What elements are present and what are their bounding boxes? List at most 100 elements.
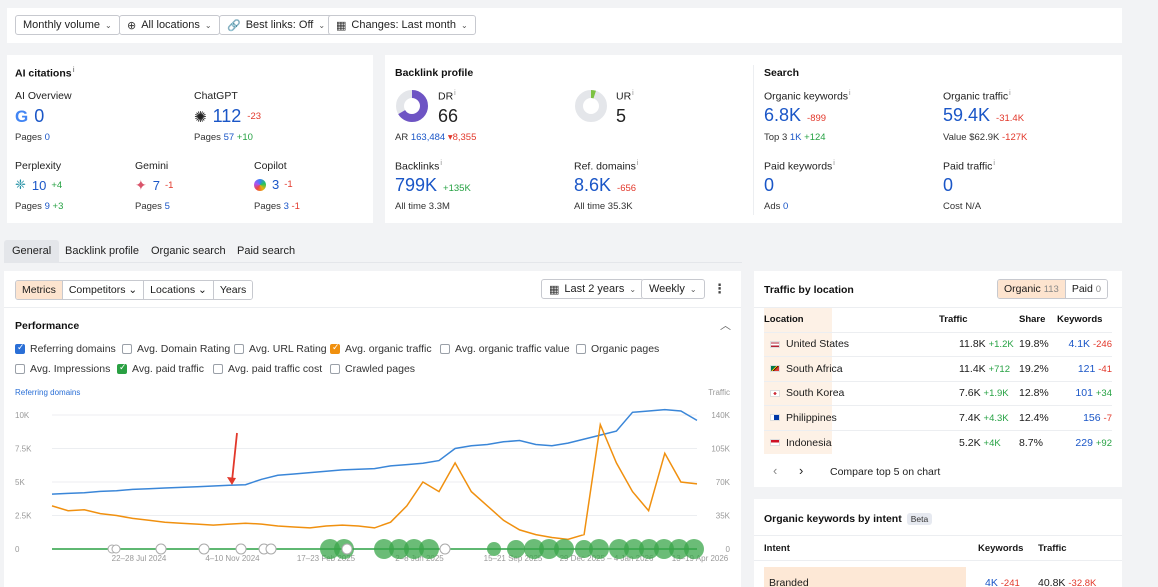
tab-paid-search[interactable]: Paid search [237,245,296,257]
table-row[interactable]: South Korea 7.6K +1.9K 12.8% 101 +34 [764,380,1112,406]
country-name[interactable]: Philippines [786,411,837,424]
cost-value: N/A [965,201,982,212]
best-links-dropdown[interactable]: 🔗 Best links: Off ⌄ [219,15,334,35]
info-icon[interactable]: i [636,160,639,167]
copilot-pages[interactable]: 3 [283,201,289,212]
table-row[interactable]: Philippines 7.4K +4.3K 12.4% 156 -7 [764,405,1112,430]
perplexity-value[interactable]: 10 [31,177,47,193]
paid-keywords-label: Paid keywordsi [764,160,835,173]
intent-title: Organic keywords by intent [764,513,902,525]
ads-value[interactable]: 0 [783,201,789,212]
paid-toggle[interactable]: Paid 0 [1064,280,1108,298]
keywords-cell: 156 -7 [1057,405,1112,430]
flag-icon [770,365,780,373]
checkbox-avg-paid-traffic[interactable]: Avg. paid traffic [117,362,204,375]
perplexity-pages[interactable]: 9 [44,201,50,212]
top3-value[interactable]: 1K [789,132,802,143]
annotation-marker [320,539,340,559]
more-options-icon[interactable]: ⋮ [713,281,726,296]
checkbox-box[interactable] [15,364,25,374]
organic-traffic-value[interactable]: 59.4K [943,105,991,125]
info-icon[interactable]: i [72,67,75,74]
checkbox-box[interactable] [122,344,132,354]
paid-traffic-value[interactable]: 0 [943,175,954,195]
segment-competitors[interactable]: Competitors ⌄ [61,281,144,299]
right-tick-label: 105K [711,445,730,454]
gemini-value[interactable]: 7 [152,178,160,193]
chatgpt-value[interactable]: 112 [212,106,242,126]
row-divider [754,560,1122,561]
ai-overview-value[interactable]: 0 [34,106,45,126]
info-icon[interactable]: i [1009,90,1011,97]
interval-dropdown[interactable]: Weekly ⌄ [641,279,705,299]
right-tick-label: 35K [716,512,731,521]
checkbox-box[interactable] [234,344,244,354]
checkbox-box[interactable] [576,344,586,354]
compare-top5-link[interactable]: Compare top 5 on chart [830,466,941,478]
checkbox-crawled-pages[interactable]: Crawled pages [330,363,415,375]
info-icon[interactable]: i [833,160,835,167]
info-icon[interactable]: i [454,90,456,97]
annotation-marker [539,539,559,559]
checkbox-box[interactable] [213,364,223,374]
x-tick-label: 15–21 Sep 2025 [484,554,543,563]
organic-toggle[interactable]: Organic 113 [998,280,1065,298]
organic-keywords-value[interactable]: 6.8K [764,105,802,125]
country-name[interactable]: South Africa [786,362,843,375]
annotation-marker [589,539,609,559]
paid-keywords-value[interactable]: 0 [764,175,775,195]
location-table: Location Traffic Share Keywords United S… [764,308,1112,455]
country-name[interactable]: United States [786,338,850,351]
tab-organic-search[interactable]: Organic search [151,245,226,257]
collapse-chevron-icon[interactable]: ︿ [720,320,731,332]
ar-value[interactable]: 163,484 [410,132,446,143]
ai-overview-pages[interactable]: 0 [44,132,50,143]
checkbox-avg-organic-traffic-value[interactable]: Avg. organic traffic value [440,343,570,355]
copilot-value[interactable]: 3 [272,177,280,192]
checkbox-box[interactable] [330,342,340,354]
info-icon[interactable]: i [849,90,851,97]
checkbox-avg-impressions[interactable]: Avg. Impressions [15,363,110,375]
checkbox-referring-domains[interactable]: Referring domains [15,342,116,355]
checkbox-organic-pages[interactable]: Organic pages [576,343,659,355]
country-name[interactable]: South Korea [786,387,845,400]
checkbox-avg-url-rating[interactable]: Avg. URL Rating [234,343,327,355]
changes-dropdown[interactable]: ▦ Changes: Last month ⌄ [328,15,476,35]
segment-locations[interactable]: Locations ⌄ [143,281,213,299]
copilot-delta: -1 [284,179,293,190]
info-icon[interactable]: i [993,160,995,167]
dr-label: DRi [438,90,456,103]
checkbox-avg-organic-traffic[interactable]: Avg. organic traffic [330,342,432,355]
branded-keywords[interactable]: 4K [985,577,998,587]
monthly-volume-dropdown[interactable]: Monthly volume ⌄ [15,15,120,35]
ref-domains-value[interactable]: 8.6K [574,175,612,195]
locations-dropdown[interactable]: ⊕ All locations ⌄ [119,15,220,35]
segment-years[interactable]: Years [212,281,253,299]
checkbox-avg-paid-traffic-cost[interactable]: Avg. paid traffic cost [213,363,322,375]
backlinks-all-time: 3.3M [428,201,450,212]
country-name[interactable]: Indonesia [786,436,832,449]
chatgpt-pages[interactable]: 57 [223,132,235,143]
checkbox-box[interactable] [330,364,340,374]
prev-arrow-icon[interactable]: ‹ [773,463,778,478]
tab-general[interactable]: General [4,240,60,262]
checkbox-box[interactable] [117,362,127,374]
info-icon[interactable]: i [632,90,634,97]
info-icon[interactable]: i [440,160,442,167]
backlinks-label: Backlinksi [395,160,442,173]
next-arrow-icon[interactable]: › [799,463,804,478]
backlinks-value[interactable]: 799K [395,175,438,195]
chatgpt-delta: -23 [247,111,262,122]
table-row[interactable]: Indonesia 5.2K +4K 8.7% 229 +92 [764,429,1112,455]
segment-metrics[interactable]: Metrics [16,281,62,299]
globe-icon: ⊕ [127,19,137,32]
table-row[interactable]: United States 11.8K +1.2K 19.8% 4.1K -246 [764,331,1112,357]
checkbox-avg-domain-rating[interactable]: Avg. Domain Rating [122,343,230,355]
table-row[interactable]: South Africa 11.4K +712 19.2% 121 -41 [764,356,1112,381]
header-location: Location [764,314,804,326]
tab-backlink-profile[interactable]: Backlink profile [65,245,139,257]
checkbox-box[interactable] [440,344,450,354]
range-dropdown[interactable]: ▦ Last 2 years ⌄ [541,279,645,299]
checkbox-box[interactable] [15,342,25,354]
gemini-pages[interactable]: 5 [164,201,170,212]
